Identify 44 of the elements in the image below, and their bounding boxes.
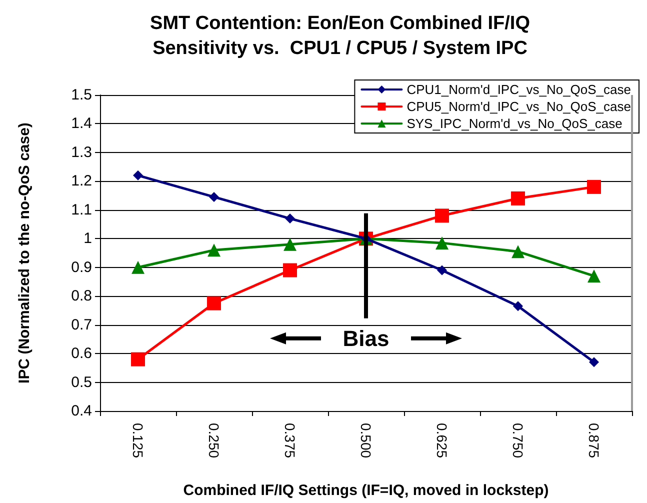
point: [133, 170, 143, 180]
legend-label: CPU5_Norm'd_IPC_vs_No_QoS_case: [406, 99, 632, 114]
point: [513, 301, 523, 312]
point: [437, 265, 447, 276]
y-tick-label: 1.5: [71, 86, 92, 104]
point: [132, 260, 144, 274]
point: [208, 244, 220, 257]
point: [588, 269, 600, 282]
point: [284, 238, 296, 251]
x-tick-label: 0.375: [282, 423, 298, 458]
y-tick-label: 0.9: [71, 258, 92, 276]
point: [511, 191, 525, 206]
point: [285, 214, 295, 224]
point: [589, 357, 599, 368]
legend-label: SYS_IPC_Norm'd_vs_No_QoS_case: [406, 116, 622, 131]
point: [283, 263, 297, 278]
legend-label: CPU1_Norm'd_IPC_vs_No_QoS_case: [406, 82, 632, 97]
x-tick-label: 0.875: [586, 423, 602, 458]
point: [435, 208, 449, 223]
x-tick-label: 0.125: [130, 423, 146, 458]
y-tick-label: 1: [84, 230, 92, 248]
y-tick-label: 1.4: [71, 115, 92, 132]
y-tick-label: 1.1: [71, 201, 92, 218]
x-tick-label: 0.750: [510, 423, 526, 458]
y-tick-label: 0.4: [71, 402, 92, 420]
y-tick-label: 0.6: [71, 345, 92, 362]
x-tick-label: 0.250: [206, 423, 222, 458]
point: [512, 245, 524, 258]
y-tick-label: 1.2: [71, 172, 92, 190]
point: [131, 352, 145, 366]
x-axis-title: Combined IF/IQ Settings (IF=IQ, moved in lockstep): [183, 482, 549, 499]
point: [436, 236, 448, 250]
y-tick-label: 0.7: [71, 316, 92, 334]
x-tick-label: 0.625: [434, 423, 450, 458]
point: [209, 192, 219, 202]
y-tick-label: 0.5: [71, 374, 92, 391]
chart-title: SMT Contention: Eon/Eon Combined IF/IQ Sensitivity vs. CPU1 / CPU5 / System IPC: [150, 13, 530, 59]
point: [587, 180, 601, 194]
y-tick-label: 1.3: [71, 144, 92, 161]
y-tick-label: 0.8: [71, 288, 92, 305]
point: [207, 296, 221, 310]
x-tick-label: 0.500: [358, 423, 374, 458]
y-axis-title: IPC (Normalized to the no-QoS case): [16, 122, 33, 384]
annotation: Bias: [342, 326, 390, 351]
